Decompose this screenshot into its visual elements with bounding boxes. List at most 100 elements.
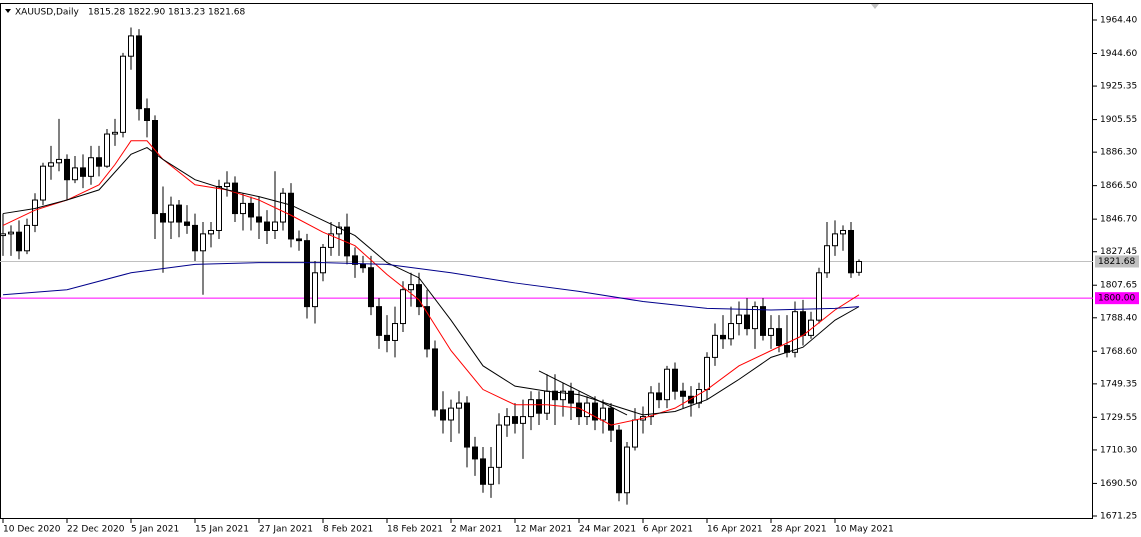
candle-body [824,245,830,274]
candle-body [472,446,478,460]
candle-body [808,319,814,336]
candle-body [8,231,14,235]
candle-body [736,314,742,325]
candle-body [208,229,214,235]
y-tick-label: 1690.50 [1100,479,1137,489]
candle-body [96,157,102,167]
x-tick-label: 15 Jan 2021 [195,525,249,535]
candle-body [48,162,54,167]
x-tick-label: 5 Jan 2021 [131,525,179,535]
x-tick-label: 24 Mar 2021 [579,525,636,535]
indicator-line [2,140,860,426]
candle-body [40,165,46,201]
candle-body [200,233,206,252]
candle-body [304,240,310,308]
x-tick-label: 2 Mar 2021 [451,525,502,535]
shift-marker [871,4,879,9]
indicator-line [538,370,628,416]
candle-body [312,272,318,308]
candle-body [32,199,38,226]
candle-body [592,402,598,421]
candle-body [256,216,262,223]
candle-body [16,231,22,252]
candle-body [240,202,246,215]
x-tick-label: 10 Dec 2020 [3,525,61,535]
candle-body [632,419,638,448]
candle-body [104,133,110,167]
candle-body [192,224,198,252]
y-tick-label: 1846.70 [1100,215,1137,225]
candle-body [656,392,662,401]
y-tick-label: 1827.45 [1100,247,1137,257]
candle-body [408,284,414,291]
candle-body [576,402,582,418]
candle-body [232,182,238,215]
menu-arrow [5,9,11,13]
y-tick-label: 1807.65 [1100,281,1137,291]
candle-body [264,221,270,231]
y-tick-label: 1886.30 [1100,148,1137,158]
candle-body [352,255,358,265]
y-tick-label: 1729.55 [1100,413,1137,423]
indicator-line [2,262,860,311]
candle-body [400,289,406,325]
candle-body [776,328,782,347]
candle-body [664,368,670,401]
candle-body [552,390,558,401]
candle-body [536,399,542,414]
candle-body [504,416,510,426]
y-tick-label: 1964.40 [1100,16,1137,26]
candle-body [144,108,150,122]
price-label: 1821.68 [1098,257,1135,267]
candle-body [856,260,862,273]
candle-body [72,167,78,181]
indicator-line [2,147,860,416]
candle-body [296,238,302,242]
candle-body [728,323,734,340]
candle-body [440,409,446,421]
candle-body [176,204,182,223]
candle-body [56,158,62,164]
candle-body [480,458,486,485]
candle-body [528,399,534,418]
price-label-box [1095,255,1139,268]
x-tick-label: 16 Apr 2021 [707,525,763,535]
candle-body [832,233,838,247]
y-tick-label: 1671.25 [1100,512,1137,522]
candle-body [600,407,606,421]
candle-body [64,158,70,181]
candle-body [584,402,590,418]
candle-body [184,221,190,226]
candle-body [376,306,382,336]
candle-body [696,389,702,404]
candle-body [224,182,230,187]
candle-body [272,221,278,231]
candle-body [456,402,462,409]
candle-body [840,229,846,235]
y-tick-label: 1866.50 [1100,181,1137,191]
candle-body [328,233,334,248]
candle-body [24,224,30,252]
candle-body [520,416,526,424]
candle-body [768,328,774,336]
candle-body [568,390,574,404]
candle-body [608,407,614,431]
chart-title: XAUUSD,Daily [15,8,79,18]
candle-body [248,202,254,218]
header-value: 1821.68 [208,8,245,18]
candle-body [320,246,326,274]
y-tick-label: 1749.35 [1100,379,1137,389]
candle-body [128,35,134,57]
candle-body [752,306,758,330]
candle-body [800,311,806,336]
y-tick-label: 1925.35 [1100,82,1137,92]
candle-body [544,390,550,414]
candle-body [720,334,726,340]
x-tick-label: 8 Feb 2021 [323,525,373,535]
candle-body [368,267,374,308]
candle-body [488,466,494,485]
x-tick-label: 6 Apr 2021 [643,525,693,535]
x-tick-label: 12 Mar 2021 [515,525,572,535]
candle-body [464,402,470,448]
candle-body [392,323,398,341]
